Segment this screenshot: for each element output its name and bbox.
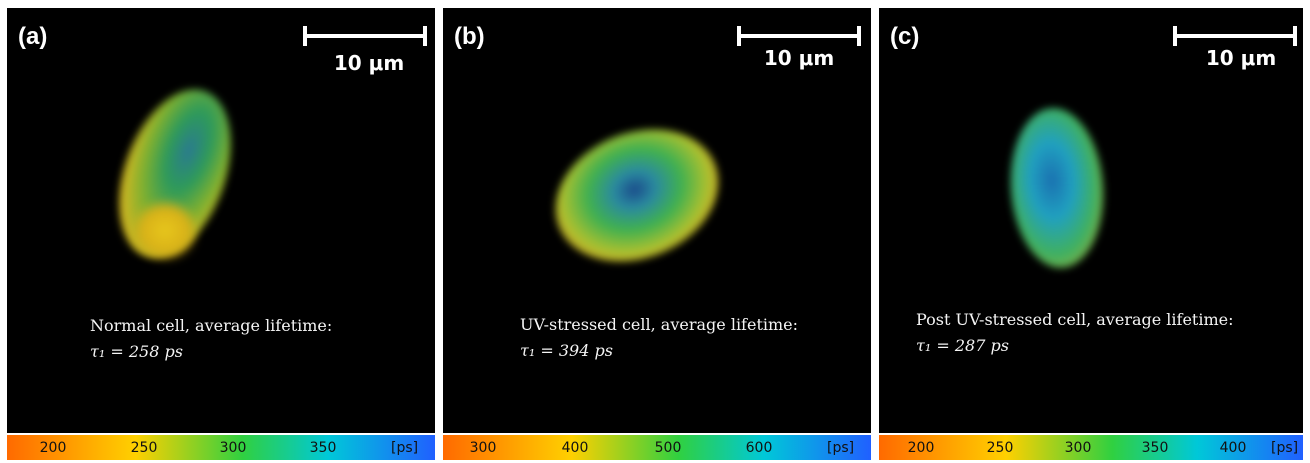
- colorbar-tick: 250: [130, 440, 158, 456]
- panel-b: (b) 10 μm UV-stressed cell, average life…: [443, 8, 871, 460]
- colorbar-tick: 400: [561, 440, 589, 456]
- annotation-line1: Normal cell, average lifetime:: [90, 316, 333, 335]
- panel-label: (c): [890, 23, 920, 50]
- fluorescence-image-c: (c) 10 μm Post UV-stressed cell, average…: [879, 8, 1303, 433]
- panel-a: (a) 10 μm Normal cell, average lifetime:…: [7, 8, 435, 460]
- panel-label: (a): [18, 23, 48, 50]
- scalebar-label: 10 μm: [333, 51, 405, 75]
- colorbar-tick: 200: [39, 440, 67, 456]
- colorbar-tick: 300: [1064, 440, 1092, 456]
- annotation-line1: Post UV-stressed cell, average lifetime:: [916, 310, 1234, 329]
- colorbar-tick: 400: [1219, 440, 1247, 456]
- colorbar-unit: [ps]: [1271, 440, 1299, 456]
- colorbar-tick: 350: [1141, 440, 1169, 456]
- colorbar-tick: 250: [986, 440, 1014, 456]
- scalebar: [737, 26, 861, 46]
- scalebar-label: 10 μm: [1205, 46, 1277, 70]
- cell-post-uv-stressed: [1005, 104, 1109, 272]
- colorbar-unit: [ps]: [391, 440, 419, 456]
- annotation-line2: τ₁ = 394 ps: [520, 341, 613, 360]
- colorbar-unit: [ps]: [827, 440, 855, 456]
- panel-label: (b): [454, 23, 485, 50]
- scalebar: [1173, 26, 1297, 46]
- colorbar-c: 200 250 300 350 400 [ps]: [879, 435, 1303, 460]
- colorbar-tick: 300: [219, 440, 247, 456]
- panel-c: (c) 10 μm Post UV-stressed cell, average…: [879, 8, 1303, 460]
- scalebar: [303, 26, 427, 46]
- scalebar-label: 10 μm: [763, 46, 835, 70]
- colorbar-tick: 350: [309, 440, 337, 456]
- fluorescence-image-b: (b) 10 μm UV-stressed cell, average life…: [443, 8, 871, 433]
- colorbar-tick: 200: [907, 440, 935, 456]
- annotation-line1: UV-stressed cell, average lifetime:: [520, 315, 799, 334]
- annotation-line2: τ₁ = 258 ps: [90, 342, 183, 361]
- cell-normal-bottom: [135, 203, 195, 258]
- colorbar-tick: 500: [654, 440, 682, 456]
- cell-uv-stressed: [535, 106, 739, 285]
- colorbar-b: 300 400 500 600 [ps]: [443, 435, 871, 460]
- colorbar-a: 200 250 300 350 [ps]: [7, 435, 435, 460]
- colorbar-tick: 600: [745, 440, 773, 456]
- fluorescence-image-a: (a) 10 μm Normal cell, average lifetime:…: [7, 8, 435, 433]
- annotation-line2: τ₁ = 287 ps: [916, 336, 1009, 355]
- colorbar-tick: 300: [469, 440, 497, 456]
